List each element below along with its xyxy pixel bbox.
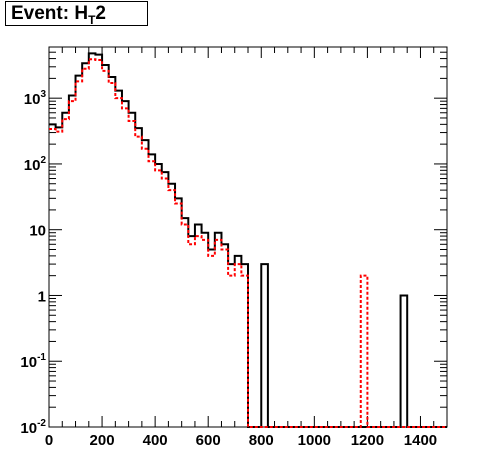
chart-title-main: Event: H <box>11 3 89 24</box>
x-tick-label: 1000 <box>298 432 331 449</box>
chart-title-box: Event: HT2 <box>5 1 148 27</box>
x-tick-label: 1400 <box>404 432 437 449</box>
x-tick-label: 400 <box>143 432 168 449</box>
y-tick-label: 10-2 <box>20 418 46 437</box>
y-tick-label: 1 <box>38 288 46 305</box>
y-tick-label: 103 <box>24 89 47 108</box>
chart-title: Event: HT2 <box>11 3 106 27</box>
x-tick-label: 800 <box>249 432 274 449</box>
y-tick-label: 10-1 <box>20 352 46 371</box>
x-tick-label: 1200 <box>351 432 384 449</box>
x-tick-label: 0 <box>45 432 53 449</box>
y-tick-label: 102 <box>24 155 47 174</box>
y-tick-label: 10 <box>29 223 46 240</box>
chart-title-sub: T <box>88 12 96 27</box>
x-tick-label: 200 <box>90 432 115 449</box>
x-tick-label: 600 <box>196 432 221 449</box>
histogram-series-2 <box>49 58 447 428</box>
chart-title-suffix: 2 <box>95 3 106 24</box>
